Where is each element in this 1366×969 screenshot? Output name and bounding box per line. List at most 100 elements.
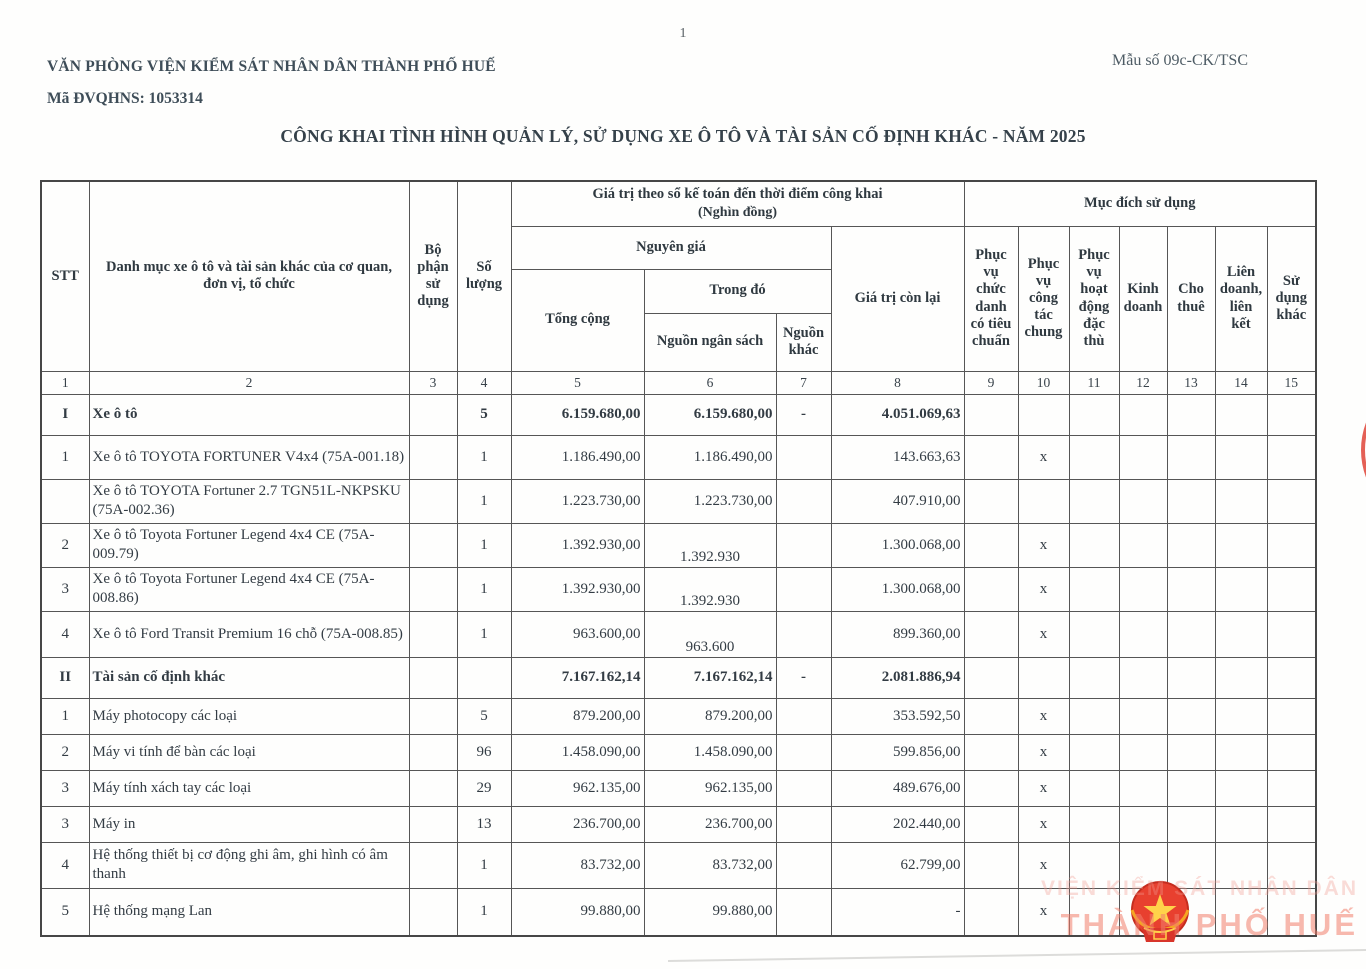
assets-table: STT Danh mục xe ô tô và tài sản khác của… <box>40 180 1318 937</box>
table-row: 2 Xe ô tô Toyota Fortuner Legend 4x4 CE (… <box>40 522 1317 568</box>
cell-total: 1.392.930,00 <box>510 522 645 568</box>
row-category-name: Xe ô tô <box>88 393 410 436</box>
column-number: 15 <box>1266 370 1317 395</box>
cell-purpose-mark <box>1214 697 1268 735</box>
cell-purpose-mark <box>1214 610 1268 658</box>
cell-purpose-mark <box>1266 610 1317 658</box>
cell-remaining-value: 2.081.886,94 <box>830 656 965 699</box>
cell-purpose-mark <box>1118 566 1168 612</box>
cell-budget-source: 879.200,00 <box>643 697 777 735</box>
cell-purpose-mark <box>1068 805 1120 843</box>
row-stt: I <box>40 393 90 436</box>
cell-purpose-mark <box>1118 610 1168 658</box>
cell-purpose-mark: x <box>1017 841 1070 889</box>
row-quantity: 5 <box>456 697 512 735</box>
cell-purpose-mark <box>1166 566 1216 612</box>
row-stt: 2 <box>40 522 90 568</box>
header-purpose-general-work: Phục vụ công tác chung <box>1017 225 1070 372</box>
cell-purpose-mark <box>1068 566 1120 612</box>
cell-purpose-mark <box>1068 393 1120 436</box>
row-stt: 1 <box>40 697 90 735</box>
cell-purpose-mark <box>1166 522 1216 568</box>
header-remaining-value: Giá trị còn lại <box>830 225 965 372</box>
table-row: 3 Xe ô tô Toyota Fortuner Legend 4x4 CE (… <box>40 566 1317 612</box>
row-quantity: 96 <box>456 733 512 771</box>
col-header-category: Danh mục xe ô tô và tài sản khác của cơ … <box>88 180 410 372</box>
header-total: Tổng cộng <box>510 268 645 372</box>
cell-purpose-mark <box>1068 769 1120 807</box>
cell-purpose-mark <box>1166 805 1216 843</box>
cell-purpose-mark <box>1214 733 1268 771</box>
row-quantity: 13 <box>456 805 512 843</box>
cell-purpose-mark <box>1266 841 1317 889</box>
row-stt: 1 <box>40 434 90 480</box>
cell-purpose-mark <box>1214 434 1268 480</box>
cell-budget-source: 1.223.730,00 <box>643 478 777 524</box>
cell-purpose-mark <box>1166 656 1216 699</box>
cell-purpose-mark <box>1214 522 1268 568</box>
cell-purpose-mark <box>1166 769 1216 807</box>
row-stt: 3 <box>40 769 90 807</box>
cell-total: 7.167.162,14 <box>510 656 645 699</box>
document-title: CÔNG KHAI TÌNH HÌNH QUẢN LÝ, SỬ DỤNG XE … <box>280 126 1086 146</box>
column-number: 7 <box>775 370 832 395</box>
cell-remaining-value: 1.300.068,00 <box>830 522 965 568</box>
column-number: 8 <box>830 370 965 395</box>
table-row: Xe ô tô TOYOTA Fortuner 2.7 TGN51L-NKPSK… <box>40 478 1317 524</box>
row-stt: 3 <box>40 566 90 612</box>
cell-purpose-mark <box>1068 478 1120 524</box>
row-department <box>408 434 458 480</box>
column-numbers-row: 1 2 3 4 5 6 7 8 9 10 11 12 13 14 15 <box>40 370 1317 395</box>
row-category-name: Hệ thống mạng Lan <box>88 887 410 936</box>
cell-other-source <box>775 769 832 807</box>
row-stt: 4 <box>40 610 90 658</box>
cell-other-source <box>775 610 832 658</box>
table-row: 2 Máy vi tính để bàn các loại 96 1.458.090,… <box>40 733 1317 771</box>
column-number: 14 <box>1214 370 1268 395</box>
column-number: 12 <box>1118 370 1168 395</box>
row-stt: 4 <box>40 841 90 889</box>
row-department <box>408 769 458 807</box>
cell-total: 99.880,00 <box>510 887 645 936</box>
column-number: 11 <box>1068 370 1120 395</box>
row-category-name: Máy tính xách tay các loại <box>88 769 410 807</box>
cell-other-source <box>775 805 832 843</box>
group-header-book-value: Giá trị theo sổ kế toán đến thời điểm cô… <box>510 180 965 227</box>
row-department <box>408 841 458 889</box>
header-purpose-standard-title: Phục vụ chức danh có tiêu chuẩn <box>963 225 1019 372</box>
cell-purpose-mark <box>1017 393 1070 436</box>
cell-purpose-mark <box>963 478 1019 524</box>
cell-total: 962.135,00 <box>510 769 645 807</box>
cell-other-source <box>775 841 832 889</box>
cell-budget-source: 1.392.930 <box>643 522 777 568</box>
cell-purpose-mark <box>1266 805 1317 843</box>
row-category-name: Máy in <box>88 805 410 843</box>
column-number: 3 <box>408 370 458 395</box>
cell-purpose-mark <box>963 566 1019 612</box>
cell-purpose-mark: x <box>1017 733 1070 771</box>
row-department <box>408 887 458 936</box>
cell-purpose-mark <box>1166 478 1216 524</box>
cell-total: 1.186.490,00 <box>510 434 645 480</box>
header-other-source: Nguồn khác <box>775 312 832 372</box>
cell-purpose-mark <box>1068 697 1120 735</box>
cell-remaining-value: 599.856,00 <box>830 733 965 771</box>
cell-purpose-mark <box>1214 805 1268 843</box>
cell-purpose-mark <box>1166 887 1216 936</box>
cell-total: 1.458.090,00 <box>510 733 645 771</box>
table-row: 3 Máy in 13 236.700,00 236.700,00 202.440,00 x <box>40 805 1317 843</box>
row-department <box>408 478 458 524</box>
cell-purpose-mark <box>963 841 1019 889</box>
row-quantity: 1 <box>456 478 512 524</box>
cell-remaining-value: 1.300.068,00 <box>830 566 965 612</box>
cell-budget-source: 83.732,00 <box>643 841 777 889</box>
cell-purpose-mark <box>1068 610 1120 658</box>
cell-purpose-mark <box>1118 522 1168 568</box>
row-quantity: 1 <box>456 887 512 936</box>
cell-purpose-mark <box>963 393 1019 436</box>
cell-purpose-mark <box>1068 733 1120 771</box>
cell-remaining-value: 353.592,50 <box>830 697 965 735</box>
cell-other-source <box>775 522 832 568</box>
cell-purpose-mark: x <box>1017 434 1070 480</box>
